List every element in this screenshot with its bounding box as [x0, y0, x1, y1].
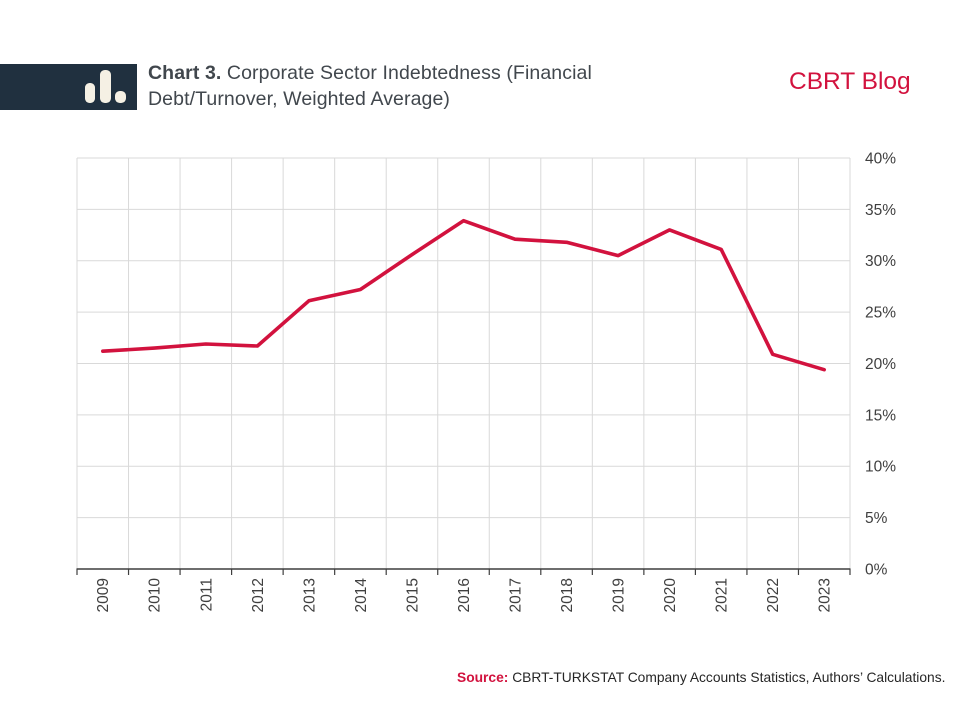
- cbrt-blog-logo: CBRT Blog: [789, 68, 911, 95]
- data-line: [101, 218, 827, 372]
- brand-block: [0, 64, 137, 110]
- x-axis-label: 2021: [714, 578, 731, 612]
- y-axis-label: 40%: [865, 150, 896, 167]
- y-axis-label: 30%: [865, 253, 896, 270]
- x-axis-label: 2012: [250, 578, 267, 612]
- x-axis-label: 2017: [507, 578, 524, 612]
- y-axis-label: 5%: [865, 510, 888, 527]
- bar-chart-icon-bar-left: [85, 83, 95, 103]
- x-axis-label: 2022: [765, 578, 782, 612]
- y-axis-label: 20%: [865, 356, 896, 373]
- bar-chart-icon: [85, 70, 126, 103]
- line-chart: 0% 5% 10% 15% 20% 25% 30% 35% 40% 2009 2010 2011 201…: [76, 150, 896, 613]
- y-axis-label: 15%: [865, 407, 896, 424]
- x-axis-label: 2023: [817, 578, 834, 612]
- x-axis-label: 2010: [147, 578, 164, 613]
- x-axis-label: 2015: [404, 578, 421, 612]
- x-axis-label: 2011: [198, 578, 215, 611]
- x-axis-label: 2013: [301, 578, 318, 612]
- x-axis-label: 2020: [662, 578, 679, 613]
- source-label: Source:: [457, 670, 509, 685]
- chart-area: 0% 5% 10% 15% 20% 25% 30% 35% 40% 2009 2010 2011 201…: [0, 140, 960, 640]
- chart-title-text: Corporate Sector Indebtedness (Financial…: [148, 62, 592, 110]
- source-note: Source: CBRT-TURKSTAT Company Accounts S…: [457, 670, 945, 685]
- y-axis-label: 35%: [865, 202, 896, 219]
- bar-chart-icon-bar-middle: [100, 70, 111, 103]
- y-axis-label: 25%: [865, 305, 896, 322]
- chart-title: Chart 3. Corporate Sector Indebtedness (…: [148, 61, 664, 112]
- x-axis-label: 2016: [456, 578, 473, 612]
- x-axis-label: 2014: [353, 578, 370, 613]
- source-text: CBRT-TURKSTAT Company Accounts Statistic…: [508, 670, 946, 685]
- chart-title-number: Chart 3.: [148, 62, 222, 84]
- y-axis-label: 0%: [865, 561, 888, 578]
- x-axis-label: 2019: [611, 578, 628, 612]
- x-axis-label: 2009: [95, 578, 112, 612]
- bar-chart-icon-bar-right: [115, 91, 126, 103]
- y-axis-label: 10%: [865, 459, 896, 476]
- x-axis-label: 2018: [559, 578, 576, 612]
